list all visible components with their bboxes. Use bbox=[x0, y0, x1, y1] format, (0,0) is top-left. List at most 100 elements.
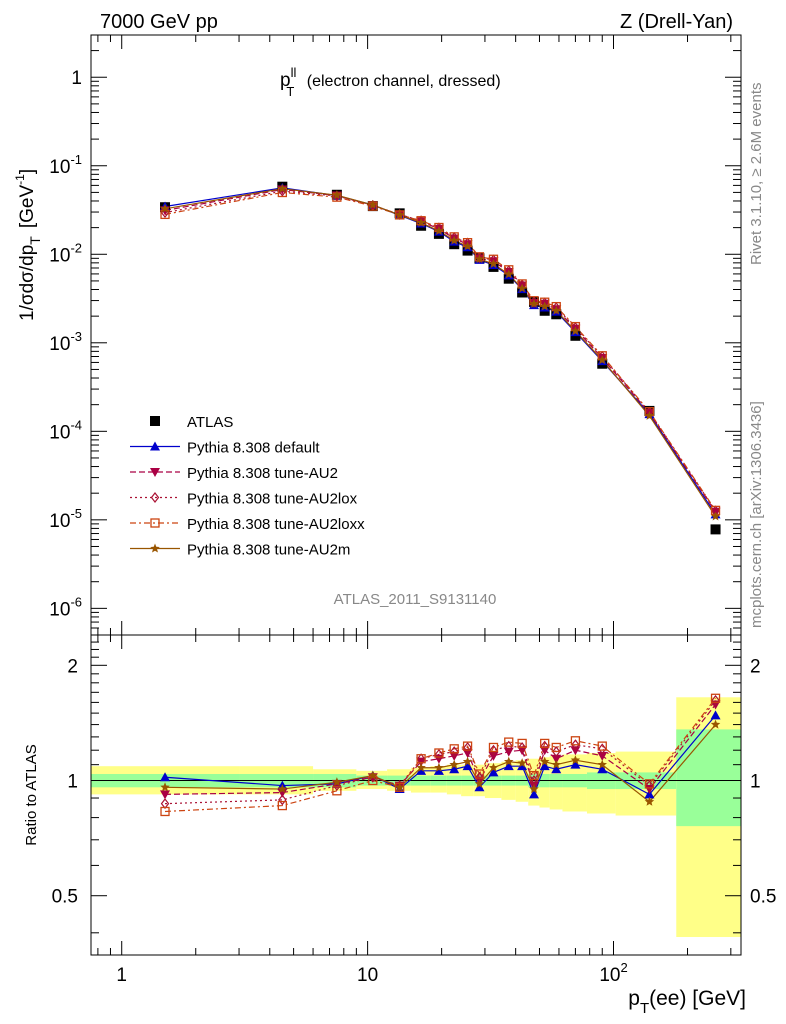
ratio-point bbox=[710, 719, 721, 729]
x-tick-label-base: 1 bbox=[116, 965, 127, 986]
mc-point bbox=[644, 410, 655, 420]
ratio-point bbox=[160, 798, 170, 810]
y-axis-label-unit-end: ] bbox=[17, 169, 38, 174]
ratio-y-tick-label-left: 2 bbox=[67, 656, 78, 677]
y-axis-label: 1/σdσ/dpT [GeV-1] bbox=[13, 169, 43, 321]
legend-label: Pythia 8.308 tune-AU2m bbox=[187, 542, 350, 559]
ratio-point bbox=[434, 748, 444, 760]
title-p: p bbox=[280, 70, 291, 91]
mc-point bbox=[434, 225, 444, 235]
legend-marker bbox=[150, 468, 160, 477]
y-tick-label-base: 10 bbox=[49, 334, 70, 355]
ratio-point bbox=[160, 772, 171, 782]
y-tick-label-exp: -6 bbox=[70, 594, 82, 609]
mc-point bbox=[529, 296, 539, 308]
ratio-point bbox=[449, 759, 459, 769]
ratio-point bbox=[517, 738, 527, 749]
legend-label: Pythia 8.308 tune-AU2 bbox=[187, 465, 338, 482]
ratio-point bbox=[474, 782, 485, 792]
ratio-point bbox=[539, 761, 550, 771]
mc-point bbox=[529, 298, 539, 308]
ratio-point bbox=[503, 761, 514, 771]
y-tick-label-exp: -4 bbox=[70, 417, 82, 432]
ratio-point bbox=[503, 747, 514, 757]
ratio-point bbox=[529, 789, 540, 799]
y-tick-label-exp: -5 bbox=[70, 506, 82, 521]
ratio-point bbox=[433, 765, 444, 775]
ratio-point bbox=[711, 694, 720, 706]
mc-point bbox=[368, 199, 378, 210]
ratio-y-tick-label-right: 1 bbox=[750, 772, 761, 793]
y-axis-label-sub: T bbox=[27, 236, 43, 245]
y-tick-label-base: 10 bbox=[49, 245, 70, 266]
x-axis-label-sub: T bbox=[640, 1000, 649, 1017]
ratio-point bbox=[529, 770, 539, 781]
mc-point bbox=[570, 326, 581, 336]
mc-point bbox=[474, 254, 485, 264]
ratio-point bbox=[278, 794, 287, 806]
ratio-point bbox=[434, 762, 444, 772]
ratio-y-axis-label: Ratio to ATLAS bbox=[23, 744, 40, 845]
legend-label: Pythia 8.308 default bbox=[187, 440, 320, 457]
ratio-point bbox=[449, 764, 460, 774]
ratio-point bbox=[539, 756, 550, 766]
main-x-ticks bbox=[97, 35, 732, 635]
ratio-point bbox=[597, 743, 607, 755]
ratio-point bbox=[551, 742, 561, 753]
ratio-point bbox=[488, 762, 499, 772]
mc-point bbox=[160, 203, 170, 213]
y-tick-label-base: 10 bbox=[49, 422, 70, 443]
main-y-ticks bbox=[91, 34, 741, 636]
ratio-point bbox=[529, 784, 539, 794]
ratio-point bbox=[504, 737, 514, 747]
ratio-point bbox=[474, 778, 485, 788]
y-tick-label-exp: -1 bbox=[70, 152, 82, 167]
y-tick-label: 10-4 bbox=[49, 417, 82, 443]
ratio-frame bbox=[90, 634, 742, 956]
ratio-point bbox=[570, 755, 581, 765]
ratio-point bbox=[570, 746, 581, 756]
ratio-point bbox=[368, 770, 378, 780]
ratio-point bbox=[710, 693, 721, 703]
y-tick-label-exp: -2 bbox=[70, 240, 82, 255]
ratio-point bbox=[551, 754, 562, 764]
ratio-point bbox=[540, 738, 550, 749]
ratio-y-tick-labels: 2 2 1 1 0.5 0.5 bbox=[52, 656, 777, 907]
ratio-point bbox=[277, 800, 287, 811]
mc-point bbox=[517, 283, 527, 293]
plot-title: pll T (electron channel, dressed) bbox=[280, 65, 501, 99]
ratio-point bbox=[645, 780, 654, 792]
ratio-point bbox=[644, 796, 655, 806]
title-rest: (electron channel, dressed) bbox=[302, 73, 500, 90]
legend-marker bbox=[150, 543, 160, 553]
ratio-point bbox=[462, 749, 473, 759]
main-panel: 110-110-210-310-410-510-6 pll T (electron… bbox=[13, 34, 742, 636]
ratio-line-2 bbox=[165, 704, 717, 795]
y-tick-label: 10-2 bbox=[49, 240, 82, 266]
ratio-point bbox=[277, 784, 288, 794]
y-tick-label-base: 10 bbox=[49, 157, 70, 178]
ratio-point bbox=[597, 741, 607, 751]
ratio-point bbox=[597, 764, 608, 774]
ratio-point bbox=[540, 740, 549, 752]
y-axis-label-unit: [GeV bbox=[17, 185, 38, 229]
ratio-point bbox=[474, 769, 485, 779]
ratio-point bbox=[488, 742, 499, 753]
ratio-point bbox=[504, 756, 514, 766]
ratio-y-ticks bbox=[91, 641, 741, 934]
ratio-point bbox=[597, 751, 608, 761]
y-tick-label: 1 bbox=[71, 68, 82, 89]
x-tick-label-base: 10 bbox=[357, 965, 378, 986]
legend-label: ATLAS bbox=[187, 414, 233, 431]
ratio-point bbox=[570, 736, 581, 746]
analysis-id-label: ATLAS_2011_S9131140 bbox=[334, 591, 497, 608]
ratio-point bbox=[517, 761, 528, 771]
ratio-point bbox=[462, 756, 473, 766]
header-left: 7000 GeV pp bbox=[100, 11, 218, 33]
series-line-3 bbox=[164, 190, 717, 512]
ratio-point bbox=[488, 767, 499, 777]
ratio-point bbox=[551, 764, 562, 774]
ratio-point bbox=[160, 790, 171, 800]
mc-point bbox=[462, 241, 473, 251]
